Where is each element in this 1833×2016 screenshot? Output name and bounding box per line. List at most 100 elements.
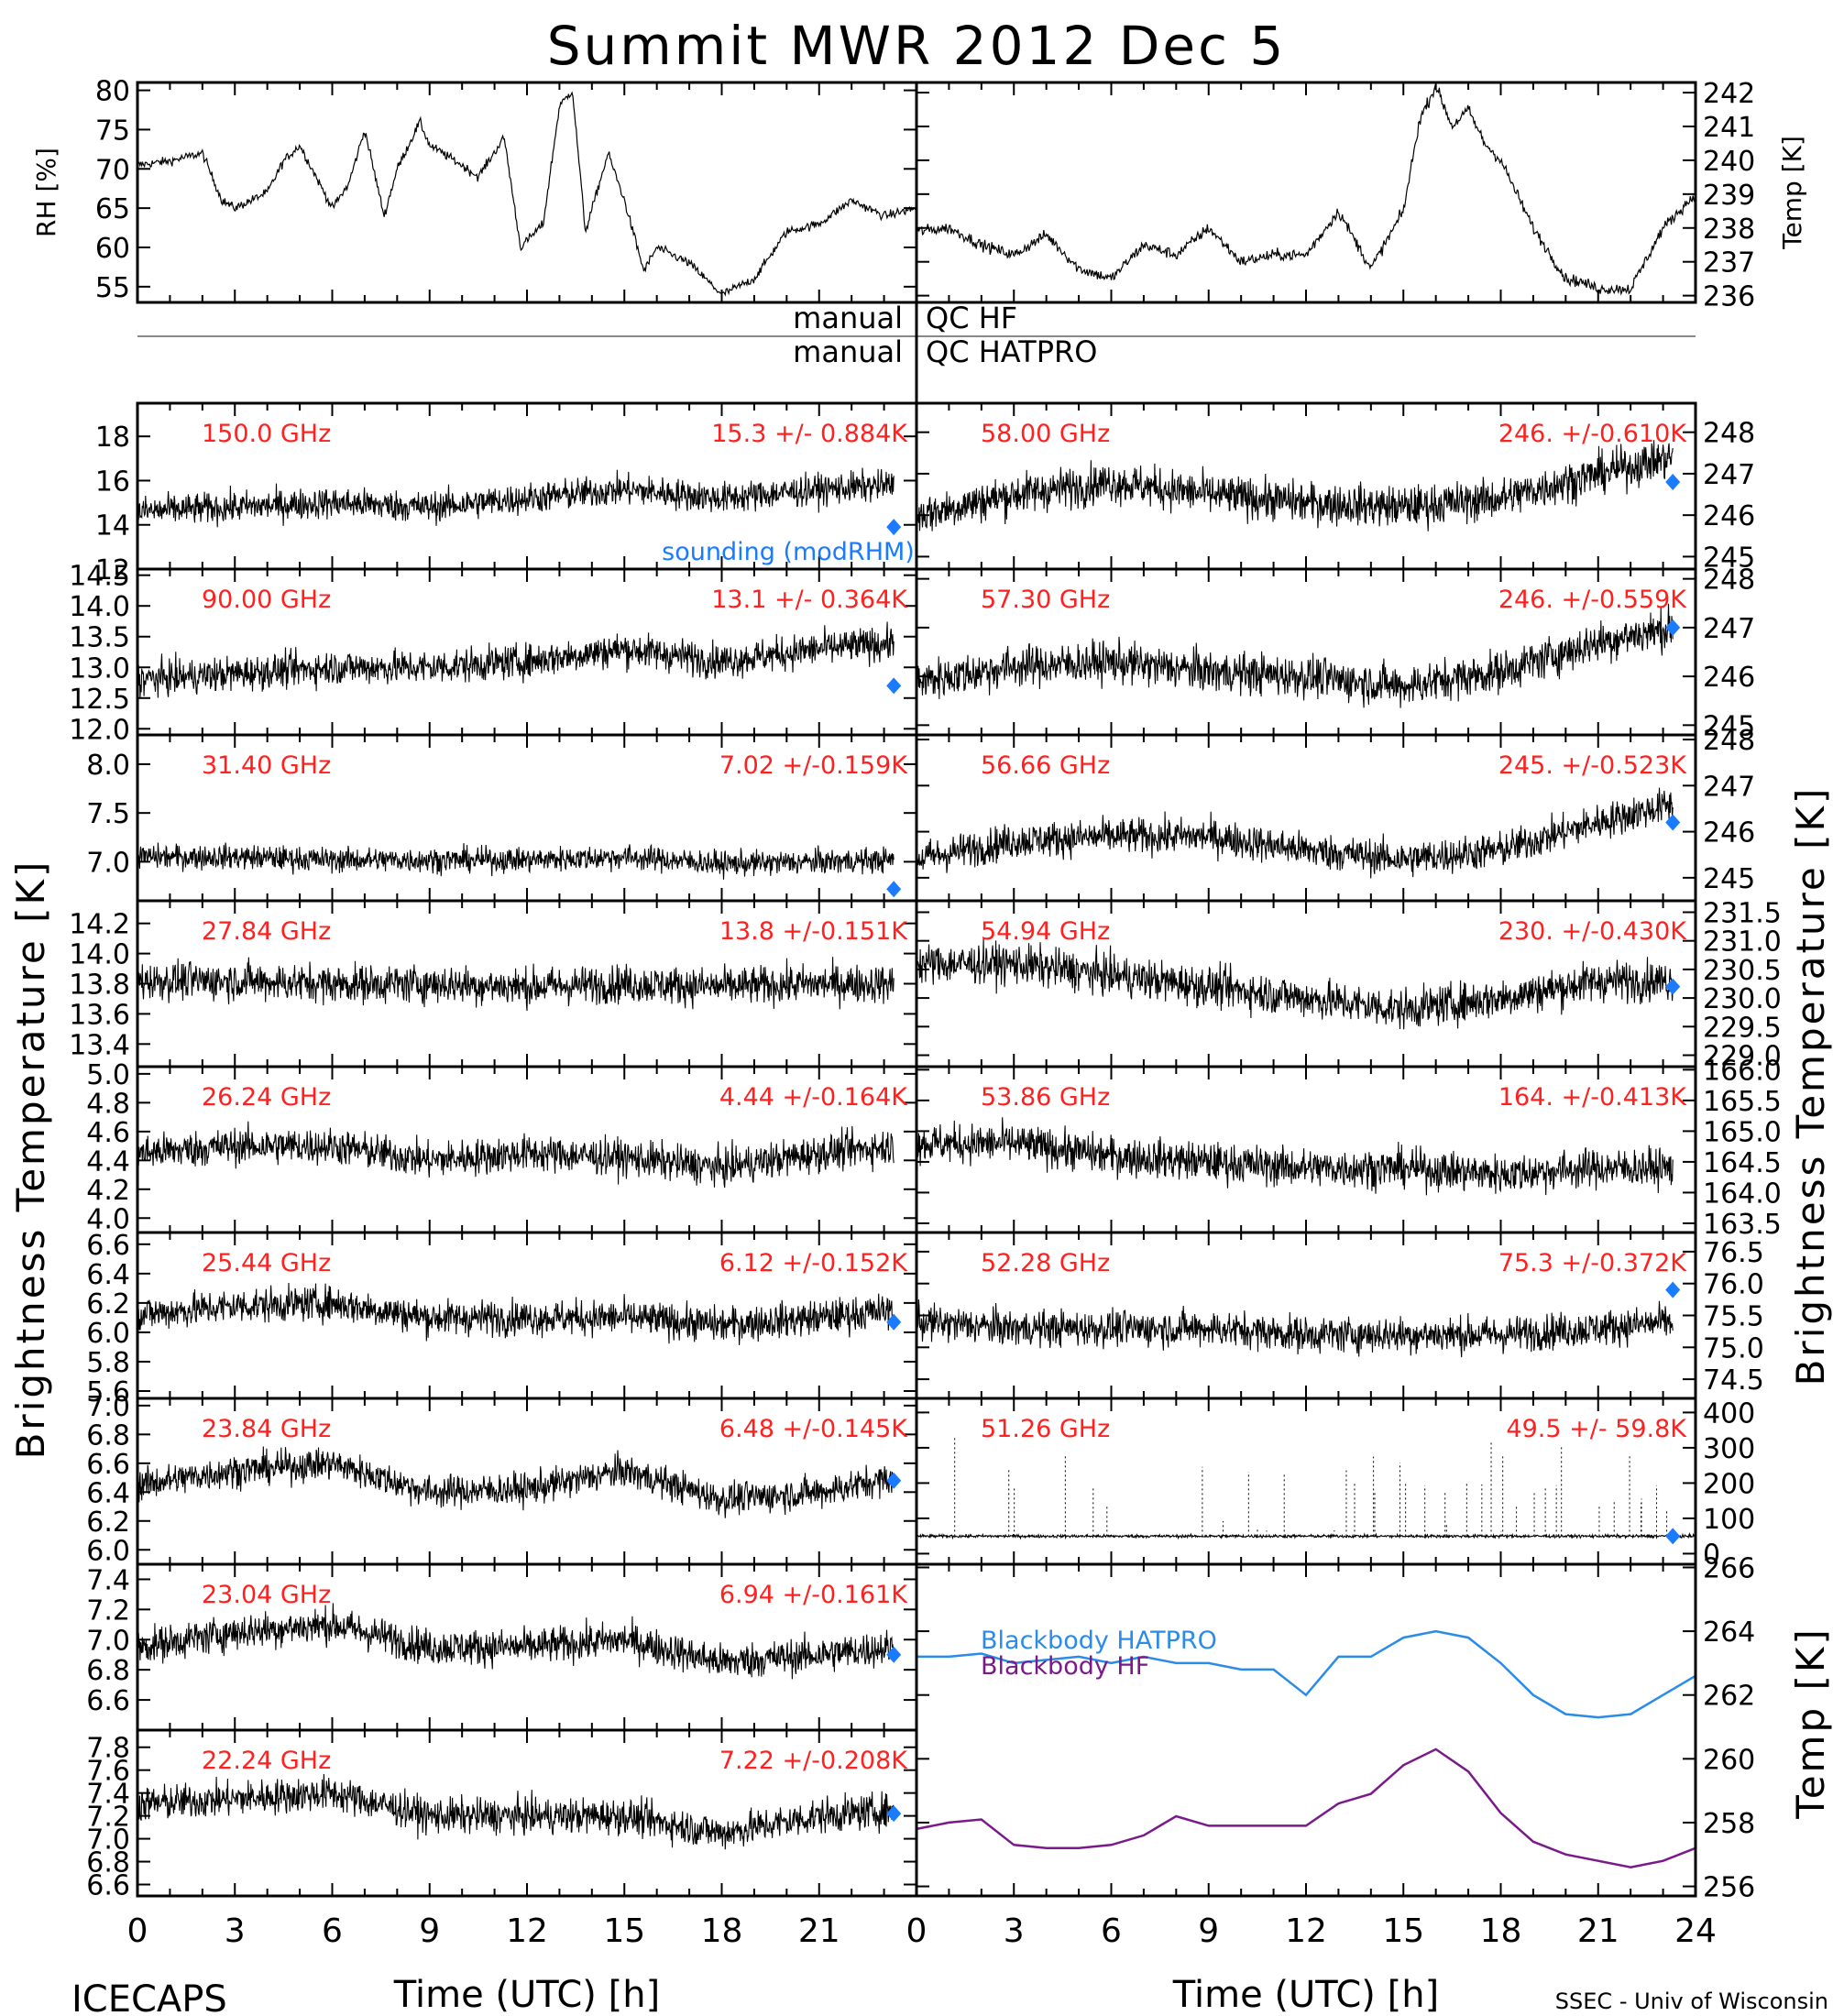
ch5386-trace-group (916, 1117, 1674, 1196)
footer-right: SSEC - Univ of Wisconsin (1555, 1989, 1828, 2014)
xtick-label-left-1: 3 (225, 1912, 246, 1950)
ch150-ytick-label-0: 12 (95, 554, 130, 586)
blackbody-ytick-label-4: 264 (1703, 1616, 1755, 1649)
ch2384-trace (137, 1446, 895, 1518)
temp-top-line (916, 84, 1696, 296)
panel-ch9000: 12.012.513.013.514.014.5 90.00 GHz 13.1 +/… (69, 561, 918, 746)
ch5228-ytick-label-0: 74.5 (1703, 1364, 1764, 1397)
ch5228-stat-label: 75.3 +/-0.372K (1498, 1249, 1687, 1277)
ch9000-ytick-label-3: 13.5 (69, 622, 130, 654)
rh-ytick-label-3: 70 (95, 154, 130, 186)
ch2624-ytick-label-5: 5.0 (86, 1059, 130, 1091)
xtick-label-right-8: 24 (1674, 1912, 1717, 1950)
x-ticks-right: 0 3 6 9 12 15 18 21 24 (906, 1912, 1717, 1950)
ch2624-ytick-label-0: 4.0 (86, 1203, 130, 1235)
ch150-trace-group (137, 467, 895, 528)
xtick-label-right-4: 12 (1285, 1912, 1327, 1950)
xtick-label-left-2: 6 (322, 1912, 343, 1950)
xtick-label-right-7: 21 (1577, 1912, 1619, 1950)
ch5228-ytick-label-1: 75.0 (1703, 1332, 1764, 1364)
ch2384-ytick-label-1: 6.2 (86, 1507, 130, 1539)
temp-top-ytick-label-6: 242 (1703, 78, 1755, 110)
ch2384-sounding-marker (886, 1472, 902, 1489)
rh-trace-group (137, 91, 917, 297)
ch2544-ytick-label-5: 6.6 (86, 1230, 130, 1262)
blackbody-series-0 (916, 1629, 1696, 1719)
ch2624-ytick-label-2: 4.4 (86, 1145, 130, 1178)
channel-panels: 12 14 16 18 150.0 GHz 15.3 +/- 0.884K sounding… (69, 401, 1782, 1904)
temp-bottom-axis-label: Temp [K] (1788, 1627, 1833, 1820)
ch2304-trace (137, 1603, 895, 1680)
ch5126-ytick-label-1: 100 (1703, 1504, 1755, 1536)
ch150-trace (137, 467, 895, 528)
ch5800-ytick-label-0: 245 (1703, 542, 1755, 574)
blackbody-ytick-label-2: 260 (1703, 1744, 1755, 1776)
ch150-ytick-label-2: 16 (95, 466, 130, 498)
rh-ytick-label-1: 60 (95, 233, 130, 265)
ch5386-stat-label: 164. +/-0.413K (1498, 1083, 1687, 1112)
ch2384-trace-group (137, 1446, 895, 1518)
ch9000-ytick-label-4: 14.0 (69, 591, 130, 623)
ch5494-ytick-label-0: 229.0 (1703, 1041, 1782, 1073)
ch5386-ytick-label-4: 165.5 (1703, 1086, 1782, 1118)
ch5800-ytick-label-3: 248 (1703, 418, 1755, 450)
ch9000-ytick-label-1: 12.5 (69, 684, 130, 716)
qc-right-2: QC HATPRO (926, 334, 1097, 369)
ch5666-stat-label: 245. +/-0.523K (1498, 751, 1687, 780)
x-ticks-left: 0 3 6 9 12 15 18 21 (127, 1912, 840, 1950)
ch5494-ytick-label-4: 231.0 (1703, 926, 1782, 959)
ch2544-trace-group (137, 1282, 895, 1345)
ch3140-ytick-label-1: 7.5 (86, 798, 130, 830)
ch5126-trace (916, 1531, 1696, 1540)
ch2384-ytick-label-0: 6.0 (86, 1535, 130, 1567)
ch9000-trace-group (137, 621, 895, 699)
ch2784-ytick-label-4: 14.2 (69, 909, 130, 941)
rh-ytick-label-5: 80 (95, 76, 130, 108)
ch2544-stat-label: 6.12 +/-0.152K (719, 1249, 908, 1277)
footer-left: ICECAPS (71, 1978, 227, 2016)
ch9000-ytick-label-2: 13.0 (69, 652, 130, 685)
ch2224-ytick-label-1: 6.8 (86, 1847, 130, 1879)
rh-yticks: 55 60 65 70 75 80 (95, 76, 917, 304)
ch5126-ytick-label-0: 0 (1703, 1539, 1720, 1571)
xtick-label-left-4: 12 (506, 1912, 548, 1950)
ch5494-ytick-label-3: 230.5 (1703, 955, 1782, 987)
ch2784-freq-label: 27.84 GHz (202, 917, 331, 946)
ch5386-ytick-label-2: 164.5 (1703, 1147, 1782, 1179)
ch3140-freq-label: 31.40 GHz (202, 751, 331, 780)
ch2784-ytick-label-1: 13.6 (69, 999, 130, 1031)
ch5666-ytick-label-0: 245 (1703, 863, 1755, 895)
xtick-label-left-5: 15 (603, 1912, 645, 1950)
ch5126-trace-group (916, 1438, 1696, 1540)
ch2384-ytick-label-4: 6.8 (86, 1419, 130, 1452)
ch5228-trace-group (916, 1299, 1674, 1358)
ch5126-ytick-label-3: 300 (1703, 1433, 1755, 1465)
ch5730-ytick-label-1: 246 (1703, 662, 1755, 694)
ch5666-ytick-label-3: 248 (1703, 725, 1755, 757)
qc-strip: manual QC HF manual QC HATPRO (137, 301, 1696, 403)
ch2224-stat-label: 7.22 +/-0.208K (719, 1747, 908, 1775)
ch2544-ytick-label-1: 5.8 (86, 1347, 130, 1379)
ch2224-ytick-label-4: 7.4 (86, 1779, 130, 1811)
ch5126-stat-label: 49.5 +/- 59.8K (1506, 1415, 1687, 1443)
right-bt-axis-label: Brightness Temperature [K] (1788, 786, 1833, 1386)
ch150-freq-label: 150.0 GHz (202, 420, 331, 448)
panel-ch5228: 74.575.075.576.076.5 52.28 GHz 75.3 +/-0.3… (915, 1231, 1764, 1400)
legend-blackbody-hf: Blackbody HF (981, 1652, 1149, 1681)
ch5730-ytick-label-3: 248 (1703, 564, 1755, 597)
xtick-label-right-6: 18 (1480, 1912, 1522, 1950)
ch5800-ytick-label-2: 247 (1703, 459, 1755, 491)
ch5228-ytick-label-2: 75.5 (1703, 1301, 1764, 1333)
ch2384-ytick-label-3: 6.6 (86, 1449, 130, 1481)
ch5228-ytick-label-3: 76.0 (1703, 1269, 1764, 1301)
ch2304-ytick-label-0: 6.6 (86, 1685, 130, 1717)
ch5800-trace (916, 440, 1674, 531)
ch2384-ytick-label-5: 7.0 (86, 1391, 130, 1423)
ch2224-ytick-label-6: 7.8 (86, 1733, 130, 1765)
ch150-sounding-marker (886, 519, 902, 536)
xtick-label-left-6: 18 (701, 1912, 743, 1950)
ch2544-trace (137, 1282, 895, 1345)
ch5494-trace (916, 938, 1674, 1030)
ch2544-sounding-marker (886, 1313, 902, 1331)
